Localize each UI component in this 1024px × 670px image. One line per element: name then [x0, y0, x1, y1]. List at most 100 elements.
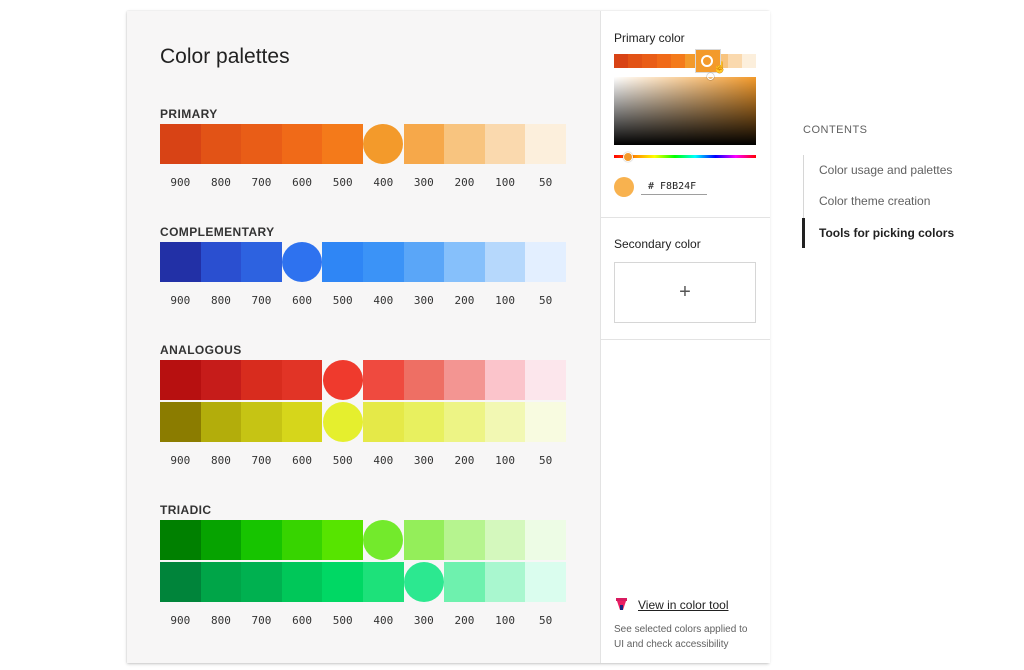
color-swatch[interactable]: [322, 242, 363, 282]
color-swatch[interactable]: [525, 402, 566, 442]
shade-label: 50: [539, 294, 553, 307]
page-title: Color palettes: [160, 45, 290, 68]
toc-item-color-usage[interactable]: Color usage and palettes: [819, 163, 953, 177]
color-swatch[interactable]: [241, 402, 282, 442]
selected-color-swatch[interactable]: [363, 520, 404, 560]
color-swatch[interactable]: [160, 402, 201, 442]
color-swatch[interactable]: [322, 124, 363, 164]
shade-label: 100: [495, 176, 515, 189]
shade-label: 800: [210, 454, 231, 467]
color-swatch[interactable]: [525, 562, 566, 602]
primary-shade-strip[interactable]: [614, 54, 757, 68]
selected-color-swatch[interactable]: [282, 242, 323, 282]
palette-label-triadic: TRIADIC: [160, 503, 212, 517]
shade-label: 600: [292, 614, 313, 627]
color-swatch[interactable]: [322, 562, 363, 602]
primary-color-preview: [614, 177, 634, 197]
color-swatch[interactable]: [444, 520, 485, 560]
color-swatch[interactable]: [241, 242, 282, 282]
color-swatch[interactable]: [281, 360, 323, 400]
color-swatch[interactable]: [200, 402, 242, 442]
shade-strip-swatch[interactable]: [670, 54, 686, 68]
color-swatch[interactable]: [525, 360, 566, 400]
color-swatch[interactable]: [484, 360, 526, 400]
selected-color-swatch[interactable]: [322, 360, 363, 400]
color-swatch[interactable]: [362, 242, 404, 282]
color-swatch[interactable]: [444, 242, 485, 282]
color-swatch[interactable]: [484, 242, 526, 282]
color-swatch[interactable]: [160, 242, 201, 282]
color-swatch[interactable]: [444, 402, 485, 442]
color-swatch[interactable]: [281, 520, 323, 560]
color-swatch[interactable]: [160, 124, 201, 164]
saturation-value-handle[interactable]: [707, 73, 714, 80]
shade-label: 700: [251, 294, 272, 307]
color-swatch[interactable]: [241, 124, 282, 164]
color-swatch[interactable]: [241, 520, 282, 560]
palette-label-primary: PRIMARY: [160, 107, 218, 121]
shade-strip-swatch[interactable]: [628, 54, 643, 68]
color-swatch[interactable]: [160, 562, 201, 602]
selected-shade-ring: [701, 55, 713, 67]
color-swatch[interactable]: [444, 360, 485, 400]
selected-color-swatch[interactable]: [322, 402, 363, 442]
selected-color-swatch[interactable]: [363, 124, 404, 164]
shade-strip-swatch[interactable]: [741, 54, 757, 68]
color-swatch[interactable]: [160, 520, 201, 560]
color-swatch[interactable]: [200, 242, 242, 282]
color-swatch[interactable]: [362, 562, 404, 602]
color-swatch[interactable]: [281, 402, 323, 442]
add-secondary-color-button[interactable]: +: [614, 262, 756, 323]
selected-color-swatch[interactable]: [403, 562, 445, 602]
toc-item-tools-picking[interactable]: Tools for picking colors: [819, 226, 955, 240]
color-swatch[interactable]: [525, 124, 566, 164]
palette-strip: [160, 562, 566, 602]
panel-divider: [601, 217, 770, 218]
shade-strip-swatch[interactable]: [727, 54, 742, 68]
color-swatch[interactable]: [362, 360, 404, 400]
toc-item-color-theme[interactable]: Color theme creation: [819, 194, 931, 208]
color-swatch[interactable]: [444, 562, 485, 602]
color-swatch[interactable]: [403, 360, 445, 400]
color-swatch[interactable]: [241, 562, 282, 602]
color-swatch[interactable]: [281, 124, 323, 164]
shade-strip-swatch[interactable]: [656, 54, 671, 68]
color-swatch[interactable]: [200, 520, 242, 560]
hue-slider[interactable]: [614, 155, 756, 158]
shade-label: 800: [210, 294, 231, 307]
shade-label: 900: [170, 454, 191, 467]
secondary-color-title: Secondary color: [614, 237, 701, 251]
color-swatch[interactable]: [525, 242, 566, 282]
color-swatch[interactable]: [403, 124, 445, 164]
color-swatch[interactable]: [362, 402, 404, 442]
color-swatch[interactable]: [484, 562, 526, 602]
shade-label: 500: [332, 176, 353, 189]
color-swatch[interactable]: [281, 562, 323, 602]
color-swatch[interactable]: [200, 124, 242, 164]
color-swatch[interactable]: [444, 124, 485, 164]
hue-slider-handle[interactable]: [623, 152, 633, 162]
view-in-color-tool-link[interactable]: View in color tool: [638, 598, 729, 612]
shade-label: 600: [292, 454, 313, 467]
color-swatch[interactable]: [160, 360, 201, 400]
shade-strip-swatch[interactable]: [614, 54, 629, 68]
color-swatch[interactable]: [241, 360, 282, 400]
palette-strip: [160, 360, 566, 400]
color-swatch[interactable]: [403, 520, 445, 560]
shade-label: 700: [251, 176, 272, 189]
color-swatch[interactable]: [200, 562, 242, 602]
color-swatch[interactable]: [484, 520, 526, 560]
shade-label: 100: [495, 454, 515, 467]
color-swatch[interactable]: [484, 402, 526, 442]
color-swatch[interactable]: [484, 124, 526, 164]
shade-strip-swatch[interactable]: [642, 54, 657, 68]
color-swatch[interactable]: [525, 520, 566, 560]
color-palettes-card: Color palettes PRIMARY 900 800 700 600 500 400…: [127, 11, 770, 663]
hex-input[interactable]: # F8B24F: [641, 178, 707, 195]
saturation-value-picker[interactable]: [614, 77, 756, 145]
color-swatch[interactable]: [403, 242, 445, 282]
color-swatch[interactable]: [322, 520, 363, 560]
pointer-cursor-icon: ☝: [713, 62, 727, 74]
color-swatch[interactable]: [403, 402, 445, 442]
color-swatch[interactable]: [200, 360, 242, 400]
